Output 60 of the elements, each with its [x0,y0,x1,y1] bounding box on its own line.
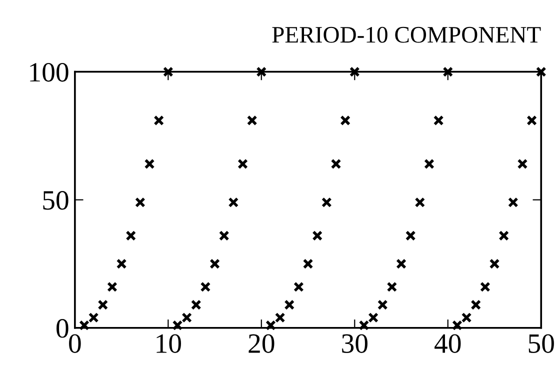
point [461,312,472,323]
point [182,312,192,323]
point [396,258,406,270]
point [126,230,136,241]
point [377,300,388,310]
point [433,115,444,126]
point [470,300,482,310]
x-tick-label: 50 [528,334,554,353]
point [508,197,518,208]
point [98,300,108,310]
point [480,282,490,292]
point [489,258,500,270]
point [442,66,454,77]
point [358,320,370,330]
point [330,158,342,170]
point [414,197,426,208]
point [368,312,378,323]
point [498,230,510,241]
point [536,66,546,77]
point [88,312,99,323]
point [256,66,267,77]
point [294,282,304,292]
point [340,115,351,126]
chart-title: PERIOD-10 COMPONENT [272,26,541,43]
y-tick-label: 100 [30,62,68,82]
point [405,230,416,241]
point [302,258,314,270]
point [526,115,537,126]
point [452,320,462,330]
point [517,158,528,170]
point [312,230,323,241]
point [79,320,90,330]
point [162,66,174,77]
point [135,197,146,208]
point [116,258,127,270]
point [144,158,155,170]
point [266,320,276,330]
point [210,258,220,270]
point [228,197,239,208]
x-tick-label: 10 [156,334,181,353]
x-tick-label: 40 [434,334,461,353]
y-tick-label: 50 [43,190,68,210]
point [321,197,332,208]
point [218,230,230,241]
point [200,282,211,292]
x-tick-label: 30 [342,334,368,353]
point [274,312,286,323]
x-tick-label: 20 [248,334,274,353]
point [349,66,360,77]
point [246,115,258,126]
point [238,158,248,170]
point [386,282,398,292]
point [190,300,202,310]
point [107,282,118,292]
point [154,115,164,126]
point [172,320,183,330]
point [424,158,434,170]
y-tick-label: 0 [56,319,68,338]
x-tick-label: 0 [69,334,81,353]
point [284,300,295,310]
